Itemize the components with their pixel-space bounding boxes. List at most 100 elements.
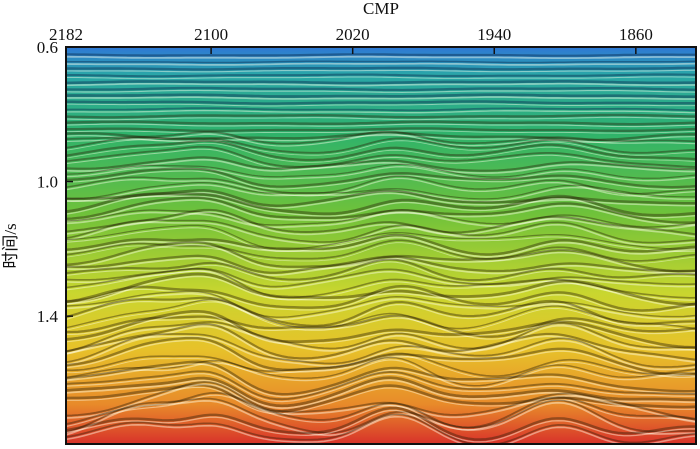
reflector-dark bbox=[66, 397, 696, 434]
reflector-light bbox=[66, 184, 696, 202]
reflector-dark bbox=[66, 196, 696, 224]
reflector-light bbox=[66, 82, 696, 87]
reflector-light bbox=[66, 211, 696, 238]
y-tick-label: 1.4 bbox=[37, 307, 59, 326]
reflector-dark bbox=[66, 336, 696, 377]
reflector-light bbox=[66, 394, 696, 431]
reflector-dark bbox=[66, 356, 696, 387]
reflector-light bbox=[66, 177, 696, 197]
reflector-dark bbox=[66, 113, 696, 119]
plot-frame bbox=[65, 46, 697, 445]
reflector-light bbox=[66, 317, 696, 340]
reflector-light bbox=[66, 242, 696, 264]
reflector-dark bbox=[66, 175, 696, 195]
reflector-light bbox=[66, 170, 696, 191]
reflector-dark bbox=[66, 391, 696, 429]
reflector-dark bbox=[66, 272, 696, 306]
reflector-dark bbox=[66, 239, 696, 262]
reflector-light bbox=[66, 379, 696, 410]
reflector-light bbox=[66, 123, 696, 128]
reflector-dark bbox=[66, 224, 696, 250]
x-tick-label: 2020 bbox=[336, 25, 370, 44]
x-tick-label: 1940 bbox=[477, 25, 511, 44]
reflector-dark bbox=[66, 80, 696, 85]
reflector-light bbox=[66, 275, 696, 308]
reflector-light bbox=[66, 76, 696, 80]
reflector-light bbox=[66, 287, 696, 314]
reflector-dark bbox=[66, 254, 696, 274]
reflector-light bbox=[66, 195, 696, 219]
reflector-dark bbox=[66, 321, 696, 353]
reflector-dark bbox=[66, 267, 696, 288]
reflector-light bbox=[66, 103, 696, 107]
reflector-dark bbox=[66, 66, 696, 71]
reflector-light bbox=[66, 257, 696, 276]
reflector-dark bbox=[66, 100, 696, 105]
reflector-light bbox=[66, 96, 696, 100]
x-tick-label: 1860 bbox=[619, 25, 653, 44]
reflector-dark bbox=[66, 167, 696, 189]
reflector-dark bbox=[66, 53, 696, 57]
reflector-light bbox=[66, 301, 696, 332]
y-axis-ticks: 0.6 1.0 1.4 bbox=[37, 38, 73, 326]
y-tick-label: 0.6 bbox=[37, 38, 58, 57]
reflector-light bbox=[66, 236, 696, 258]
y-axis-title: 时间/s bbox=[1, 223, 20, 268]
reflector-dark bbox=[66, 192, 696, 217]
reflector-dark bbox=[66, 240, 696, 273]
reflector-dark bbox=[66, 145, 696, 168]
x-axis-title: CMP bbox=[363, 0, 399, 18]
reflector-dark bbox=[66, 189, 696, 207]
reflector-dark bbox=[66, 268, 696, 299]
reflector-light bbox=[66, 400, 696, 437]
reflector-dark bbox=[66, 380, 696, 421]
reflector-dark bbox=[66, 93, 696, 99]
reflector-light bbox=[66, 221, 696, 246]
reflector-light bbox=[66, 62, 696, 66]
reflector-dark bbox=[66, 376, 696, 408]
reflector-light bbox=[66, 133, 696, 147]
reflector-light bbox=[66, 415, 696, 444]
reflector-dark bbox=[66, 258, 696, 282]
reflector-light bbox=[66, 299, 696, 329]
reflector-light bbox=[66, 139, 696, 156]
reflector-light bbox=[66, 109, 696, 114]
reflector-dark bbox=[66, 360, 696, 396]
reflector-light bbox=[66, 270, 696, 290]
reflector-light bbox=[66, 158, 696, 174]
reflector-light bbox=[66, 386, 696, 415]
reflector-dark bbox=[66, 413, 696, 444]
reflector-dark bbox=[66, 298, 696, 330]
reflector-dark bbox=[66, 127, 696, 132]
reflector-dark bbox=[66, 181, 696, 200]
reflector-light bbox=[66, 192, 696, 209]
reflector-dark bbox=[66, 314, 696, 338]
reflector-light bbox=[66, 166, 696, 182]
reflector-dark bbox=[66, 290, 696, 318]
reflector-dark bbox=[66, 120, 696, 126]
x-tick-label: 2100 bbox=[194, 25, 228, 44]
reflector-dark bbox=[66, 352, 696, 377]
reflector-light bbox=[66, 55, 696, 60]
reflector-dark bbox=[66, 130, 696, 145]
x-tick-label: 2182 bbox=[49, 25, 83, 44]
reflector-light bbox=[66, 89, 696, 93]
reflector-light bbox=[66, 134, 696, 143]
reflector-dark bbox=[66, 383, 696, 413]
reflector-light bbox=[66, 373, 696, 403]
reflector-dark bbox=[66, 86, 696, 92]
reflector-dark bbox=[66, 107, 696, 112]
reflector-light bbox=[66, 325, 696, 363]
reflector-light bbox=[66, 313, 696, 351]
reflector-dark bbox=[66, 73, 696, 78]
reflector-light bbox=[66, 339, 696, 378]
reflector-dark bbox=[66, 284, 696, 312]
reflector-dark bbox=[66, 208, 696, 236]
reflector-light bbox=[66, 409, 696, 443]
reflector-light bbox=[66, 243, 696, 275]
reflector-dark bbox=[66, 233, 696, 256]
reflector-light bbox=[66, 199, 696, 226]
reflector-dark bbox=[66, 139, 696, 162]
reflector-dark bbox=[66, 406, 696, 441]
